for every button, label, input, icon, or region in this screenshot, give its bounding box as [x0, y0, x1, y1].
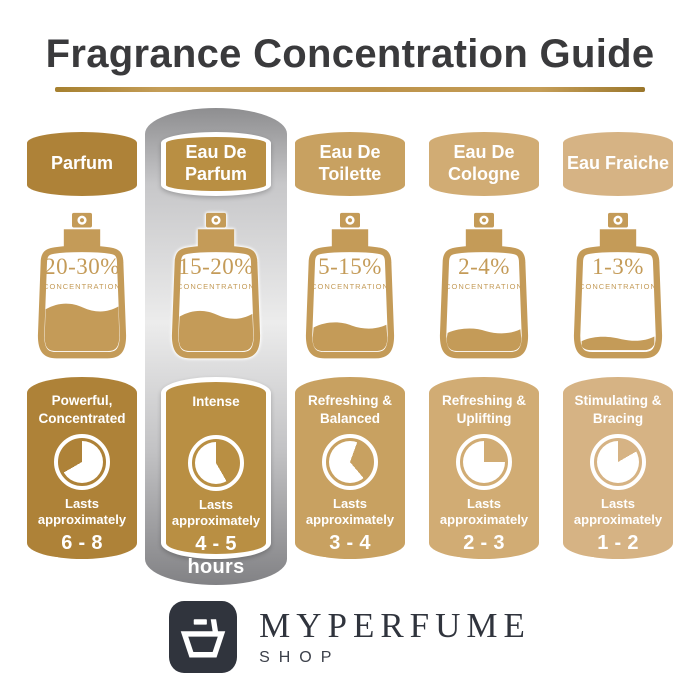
- page-title: Fragrance Concentration Guide: [45, 32, 655, 76]
- trait-label: Powerful, Concentrated: [38, 393, 126, 426]
- clock-pie: [61, 441, 103, 483]
- perfume-bottle-icon: [171, 212, 261, 359]
- brand-logo: MYPERFUME SHOP: [0, 601, 700, 673]
- header-eau-de-toilette: Eau De Toilette: [295, 132, 405, 196]
- trait-label: Refreshing & Balanced: [307, 393, 392, 426]
- lasts-label: Lasts approximately: [305, 496, 395, 528]
- clock-icon: [188, 435, 244, 491]
- bottle-parfum: 20-30% CONCENTRATION: [31, 212, 133, 362]
- clock-pie: [463, 441, 505, 483]
- lasts-label: Lasts approximately: [37, 496, 127, 528]
- clock-pie: [329, 441, 371, 483]
- duration-value: 1 - 2 hours: [589, 531, 647, 577]
- clock-icon: [456, 434, 512, 490]
- lasts-label: Lasts approximately: [573, 496, 663, 528]
- logo-text: MYPERFUME SHOP: [259, 608, 531, 667]
- header-label: Eau De Cologne: [448, 142, 520, 184]
- column-eau-de-toilette: Eau De Toilette 5-15% CONCENTRATION Refr…: [295, 132, 405, 577]
- brand-name: MYPERFUME: [259, 605, 531, 645]
- duration-value: 6 - 8 hours: [53, 531, 111, 577]
- concentration-value: 15-20%: [178, 254, 254, 279]
- concentration-label: CONCENTRATION: [579, 282, 657, 291]
- lasts-label: Lasts approximately: [171, 497, 261, 529]
- duration-block: Lasts approximately 1 - 2 hours: [569, 496, 667, 578]
- header-parfum: Parfum: [27, 132, 137, 196]
- concentration-value: 20-30%: [44, 254, 120, 279]
- bottle-text: 1-3% CONCENTRATION: [567, 254, 669, 291]
- header-eau-de-cologne: Eau De Cologne: [429, 132, 539, 196]
- duration-value: 2 - 3 hours: [455, 531, 513, 577]
- bottle-eau-de-toilette: 5-15% CONCENTRATION: [299, 212, 401, 362]
- clock-icon: [590, 434, 646, 490]
- brand-sub: SHOP: [259, 648, 341, 666]
- perfume-shop-icon: [180, 619, 226, 658]
- bottle-text: 20-30% CONCENTRATION: [31, 254, 133, 291]
- perfume-bottle-icon: [37, 212, 127, 359]
- column-parfum: Parfum 20-30% CONCENTRATION Powerful, Co…: [27, 132, 137, 577]
- header-label: Parfum: [50, 153, 113, 174]
- info-card-eau-de-toilette: Refreshing & Balanced Lasts approximatel…: [295, 377, 405, 577]
- clock-icon: [54, 434, 110, 490]
- duration-block: Lasts approximately 6 - 8 hours: [33, 496, 131, 578]
- bottle-eau-de-parfum: 15-20% CONCENTRATION: [165, 212, 267, 362]
- perfume-bottle-icon: [573, 212, 663, 359]
- title-underline: [55, 87, 645, 92]
- column-eau-de-cologne: Eau De Cologne 2-4% CONCENTRATION Refres…: [429, 132, 539, 577]
- concentration-label: CONCENTRATION: [311, 282, 389, 291]
- trait-label: Refreshing & Uplifting: [441, 393, 526, 426]
- header-label: Eau De Parfum: [184, 142, 247, 184]
- clock-icon: [322, 434, 378, 490]
- header-eau-fraiche: Eau Fraiche: [563, 132, 673, 196]
- concentration-value: 2-4%: [458, 254, 510, 279]
- info-card-eau-de-cologne: Refreshing & Uplifting Lasts approximate…: [429, 377, 539, 577]
- duration-block: Lasts approximately 2 - 3 hours: [435, 496, 533, 578]
- concentration-label: CONCENTRATION: [445, 282, 523, 291]
- info-card-eau-fraiche: Stimulating & Bracing Lasts approximatel…: [563, 377, 673, 577]
- bottle-text: 5-15% CONCENTRATION: [299, 254, 401, 291]
- bottle-text: 15-20% CONCENTRATION: [165, 254, 267, 291]
- info-card-eau-de-parfum: Intense Lasts approximately 4 - 5 hours: [161, 377, 271, 578]
- perfume-bottle-icon: [439, 212, 529, 359]
- column-eau-fraiche: Eau Fraiche 1-3% CONCENTRATION Stimulati…: [563, 132, 673, 577]
- concentration-value: 5-15%: [318, 254, 382, 279]
- duration-block: Lasts approximately 4 - 5 hours: [170, 497, 262, 579]
- header-label: Eau Fraiche: [566, 153, 670, 174]
- bottle-eau-fraiche: 1-3% CONCENTRATION: [567, 212, 669, 362]
- header-eau-de-parfum: Eau De Parfum: [161, 132, 271, 196]
- duration-value: 4 - 5 hours: [187, 532, 245, 578]
- trait-label: Intense: [192, 394, 240, 409]
- concentration-value: 1-3%: [592, 254, 644, 279]
- concentration-label: CONCENTRATION: [177, 282, 255, 291]
- duration-block: Lasts approximately 3 - 4 hours: [301, 496, 399, 578]
- perfume-bottle-icon: [305, 212, 395, 359]
- column-eau-de-parfum: Eau De Parfum 15-20% CONCENTRATION Inten…: [161, 132, 271, 578]
- columns-area: Parfum 20-30% CONCENTRATION Powerful, Co…: [27, 108, 673, 585]
- clock-pie: [597, 441, 639, 483]
- logo-mark: [169, 601, 238, 673]
- trait-label: Stimulating & Bracing: [574, 393, 662, 426]
- info-card-parfum: Powerful, Concentrated Lasts approximate…: [27, 377, 137, 577]
- bottle-text: 2-4% CONCENTRATION: [433, 254, 535, 291]
- header-label: Eau De Toilette: [318, 142, 382, 184]
- concentration-label: CONCENTRATION: [43, 282, 121, 291]
- duration-value: 3 - 4 hours: [321, 531, 379, 577]
- bottle-eau-de-cologne: 2-4% CONCENTRATION: [433, 212, 535, 362]
- clock-pie: [195, 442, 237, 484]
- lasts-label: Lasts approximately: [439, 496, 529, 528]
